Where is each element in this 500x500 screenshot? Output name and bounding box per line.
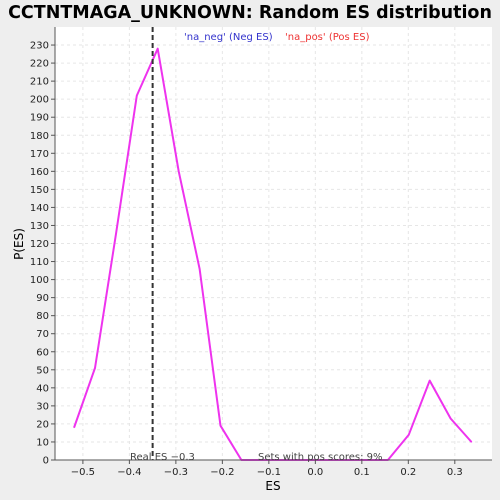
data-point bbox=[429, 380, 431, 382]
x-tick-label: 0.2 bbox=[400, 467, 416, 478]
data-point bbox=[450, 417, 452, 420]
y-tick-label: 220 bbox=[30, 59, 49, 70]
data-point bbox=[94, 367, 96, 369]
y-tick-label: 180 bbox=[30, 131, 49, 142]
y-tick-label: 30 bbox=[36, 401, 49, 412]
y-tick-label: 100 bbox=[30, 275, 49, 286]
grid bbox=[55, 27, 492, 461]
y-tick-label: 170 bbox=[30, 149, 49, 160]
x-tick-label: −0.1 bbox=[257, 467, 281, 478]
x-axis-label: ES bbox=[265, 479, 280, 493]
x-tick-label: −0.4 bbox=[117, 467, 141, 478]
y-tick-label: 20 bbox=[36, 419, 49, 430]
x-tick-label: −0.5 bbox=[71, 467, 95, 478]
pos-scores-annotation: Sets with pos scores: 9% bbox=[258, 452, 383, 463]
y-tick-label: 210 bbox=[30, 77, 49, 88]
x-tick-label: 0.1 bbox=[354, 467, 370, 478]
y-tick-label: 0 bbox=[43, 456, 49, 467]
y-tick-label: 90 bbox=[36, 293, 49, 304]
x-tick-label: 0.3 bbox=[447, 467, 463, 478]
y-tick-label: 80 bbox=[36, 311, 49, 322]
x-tick-label: −0.2 bbox=[210, 467, 234, 478]
x-ticks: −0.5 −0.4 −0.3 −0.2 −0.1 0.0 0.1 0.2 0.3 bbox=[71, 460, 463, 478]
y-tick-label: 140 bbox=[30, 203, 49, 214]
data-point bbox=[73, 426, 75, 429]
y-axis-label: P(ES) bbox=[12, 228, 26, 260]
data-point bbox=[198, 268, 201, 270]
y-tick-label: 230 bbox=[30, 41, 49, 52]
chart-title: CCTNTMAGA_UNKNOWN: Random ES distributio… bbox=[8, 3, 492, 23]
y-tick-label: 190 bbox=[30, 113, 49, 124]
y-tick-label: 50 bbox=[36, 365, 49, 376]
data-point bbox=[115, 233, 117, 236]
y-tick-label: 200 bbox=[30, 95, 49, 106]
x-tick-label: −0.3 bbox=[164, 467, 188, 478]
y-ticks: 0 10 20 30 40 50 60 70 80 90 100 110 120 130 140 150 160… bbox=[30, 41, 55, 467]
legend-entry-pos: 'na_pos' (Pos ES) bbox=[285, 32, 370, 43]
y-tick-label: 60 bbox=[36, 347, 49, 358]
y-tick-label: 70 bbox=[36, 329, 49, 340]
y-tick-label: 110 bbox=[30, 257, 49, 268]
real-es-label: Real ES −0.3 bbox=[130, 452, 195, 463]
x-tick-label: 0.0 bbox=[307, 467, 323, 478]
y-tick-label: 10 bbox=[36, 437, 49, 448]
y-tick-label: 130 bbox=[30, 221, 49, 232]
legend-entry-neg: 'na_neg' (Neg ES) bbox=[184, 32, 273, 43]
data-point bbox=[219, 425, 222, 427]
data-point bbox=[157, 48, 159, 50]
y-tick-label: 40 bbox=[36, 383, 49, 394]
data-point bbox=[408, 434, 410, 436]
data-point bbox=[470, 441, 473, 443]
y-tick-label: 150 bbox=[30, 185, 49, 196]
y-tick-label: 160 bbox=[30, 167, 49, 178]
data-point bbox=[178, 170, 180, 172]
data-point bbox=[136, 94, 138, 97]
y-tick-label: 120 bbox=[30, 239, 49, 250]
